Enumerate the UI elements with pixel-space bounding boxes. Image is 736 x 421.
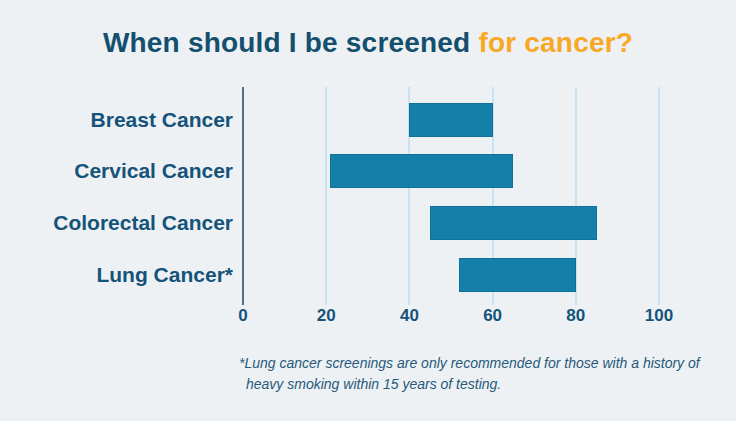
plot-area	[243, 87, 659, 305]
x-tick-label-100: 100	[637, 306, 681, 326]
chart-title-highlight: for cancer?	[478, 27, 633, 58]
x-tick-label-60: 60	[471, 306, 515, 326]
bar-breast-cancer	[409, 103, 492, 137]
x-tick-label-20: 20	[304, 306, 348, 326]
infographic-canvas: When should I be screened for cancer? *L…	[0, 0, 736, 421]
chart-title-main: When should I be screened	[103, 27, 479, 58]
footnote-line-1: *Lung cancer screenings are only recomme…	[239, 353, 700, 374]
y-axis-line	[242, 87, 244, 305]
gridline-x-20	[325, 87, 327, 305]
bar-lung-cancer	[459, 258, 575, 292]
chart-title: When should I be screened for cancer?	[0, 27, 736, 59]
category-label-colorectal-cancer: Colorectal Cancer	[53, 210, 233, 236]
x-tick-label-0: 0	[221, 306, 265, 326]
x-tick-label-40: 40	[387, 306, 431, 326]
footnote-line-2: heavy smoking within 15 years of testing…	[239, 374, 700, 395]
category-label-breast-cancer: Breast Cancer	[91, 107, 233, 133]
footnote: *Lung cancer screenings are only recomme…	[239, 353, 700, 395]
bar-colorectal-cancer	[430, 206, 596, 240]
category-label-lung-cancer: Lung Cancer*	[96, 262, 233, 288]
category-label-cervical-cancer: Cervical Cancer	[74, 158, 233, 184]
bar-cervical-cancer	[330, 154, 513, 188]
gridline-x-100	[658, 87, 660, 305]
x-tick-label-80: 80	[554, 306, 598, 326]
